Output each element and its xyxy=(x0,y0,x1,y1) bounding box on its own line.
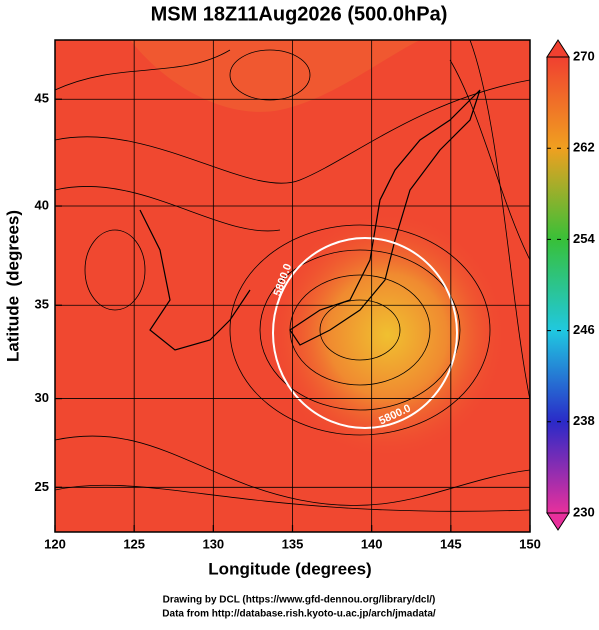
colorbar-cap xyxy=(546,512,570,531)
colorbar-tick-label: 254 xyxy=(573,231,595,246)
x-tick-label: 130 xyxy=(202,536,224,551)
x-tick-label: 150 xyxy=(519,536,541,551)
coastline xyxy=(139,209,251,351)
x-tick-label: 140 xyxy=(361,536,383,551)
credit: Drawing by DCL (https://www.gfd-dennou.o… xyxy=(163,595,436,606)
x-tick-label: 135 xyxy=(282,536,304,551)
y-tick-label: 35 xyxy=(35,297,49,312)
credit: Data from http://database.rish.kyoto-u.a… xyxy=(162,609,436,620)
y-tick-label: 40 xyxy=(35,197,49,212)
y-tick-label: 30 xyxy=(35,390,49,405)
y-tick-label: 25 xyxy=(35,479,49,494)
x-axis-label: Longitude (degrees) xyxy=(208,559,371,578)
title: MSM 18Z11Aug2026 (500.0hPa) xyxy=(151,3,448,25)
x-tick-label: 125 xyxy=(123,536,145,551)
x-tick-label: 145 xyxy=(440,536,462,551)
y-tick-label: 45 xyxy=(35,91,49,106)
y-axis-label: Latitude (degrees) xyxy=(3,210,22,362)
colorbar-cap xyxy=(546,39,570,58)
colorbar-tick-label: 238 xyxy=(573,413,595,428)
colorbar-tick-label: 230 xyxy=(573,504,595,519)
coastline xyxy=(289,89,481,346)
colorbar: 270 262 254 246 238 230 xyxy=(546,39,595,531)
colorbar-tick-label: 246 xyxy=(573,322,595,337)
streamlines xyxy=(55,40,530,512)
colorbar-tick-label: 270 xyxy=(573,48,595,63)
contour-5800 xyxy=(272,237,458,429)
x-tick-label: 120 xyxy=(44,536,66,551)
colorbar-tick-label: 262 xyxy=(573,140,595,155)
plot-frame xyxy=(54,39,531,533)
colorbar-body xyxy=(546,56,570,514)
